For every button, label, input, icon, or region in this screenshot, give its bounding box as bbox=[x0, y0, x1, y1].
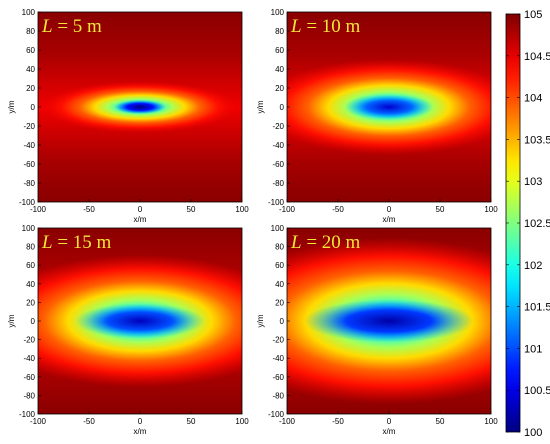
x-tick-label: 50 bbox=[436, 417, 445, 426]
y-tick-label: -20 bbox=[23, 122, 35, 131]
colorbar-tick-label: 101 bbox=[524, 343, 542, 355]
x-tick-label: 100 bbox=[235, 205, 249, 214]
y-tick-label: 20 bbox=[275, 298, 284, 307]
y-tick-label: 80 bbox=[26, 243, 35, 252]
colorbar-tick-label: 100.5 bbox=[524, 385, 550, 397]
colorbar-tick-label: 105 bbox=[524, 9, 542, 21]
y-axis-label: y/m bbox=[7, 100, 16, 113]
y-tick-label: 80 bbox=[275, 27, 284, 36]
x-tick-label: -50 bbox=[332, 205, 344, 214]
y-tick-label: -40 bbox=[272, 354, 284, 363]
colorbar-tick-label: 102 bbox=[524, 260, 542, 272]
x-tick-label: 50 bbox=[187, 417, 196, 426]
y-tick-label: -20 bbox=[23, 336, 35, 345]
y-tick-label: 60 bbox=[26, 46, 35, 55]
y-axis-label: y/m bbox=[256, 314, 265, 327]
y-tick-label: -100 bbox=[268, 198, 285, 207]
y-tick-label: 100 bbox=[271, 8, 285, 17]
x-tick-label: -100 bbox=[279, 417, 296, 426]
x-tick-label: 100 bbox=[484, 205, 498, 214]
y-tick-label: 0 bbox=[280, 103, 285, 112]
y-tick-label: -60 bbox=[23, 160, 35, 169]
x-tick-label: 50 bbox=[436, 205, 445, 214]
y-tick-label: 60 bbox=[275, 261, 284, 270]
y-tick-label: 20 bbox=[26, 298, 35, 307]
y-tick-label: 40 bbox=[26, 280, 35, 289]
y-tick-label: 80 bbox=[26, 27, 35, 36]
panel-4: -100 -50 0 50 100 100 80 60 40 20 0 -20 -40 -60 -80 -10… bbox=[256, 224, 498, 436]
x-tick-label: 0 bbox=[138, 417, 143, 426]
y-tick-label: 0 bbox=[280, 317, 285, 326]
panel-title: L = 5 m bbox=[41, 16, 102, 37]
heatmap-core bbox=[344, 94, 434, 120]
y-tick-label: -20 bbox=[272, 336, 284, 345]
x-tick-label: -50 bbox=[83, 205, 95, 214]
colorbar-tick-label: 101.5 bbox=[524, 302, 550, 314]
y-tick-label: -100 bbox=[19, 410, 36, 419]
panel-1: -100 -50 0 50 100 100 80 60 40 20 0 -20 -40 -60 -80 -10… bbox=[7, 8, 249, 224]
panel-2: -100 -50 0 50 100 100 80 60 40 20 0 -20 -40 -60 -80 -10… bbox=[256, 8, 498, 224]
y-tick-label: -100 bbox=[268, 410, 285, 419]
y-tick-label: -80 bbox=[23, 391, 35, 400]
colorbar: 105 104.5 104 103.5 103 102.5 102 101.5 101 100.5… bbox=[505, 9, 550, 439]
y-tick-label: 60 bbox=[275, 46, 284, 55]
y-tick-label: 60 bbox=[26, 261, 35, 270]
x-axis-label: x/m bbox=[134, 427, 147, 436]
y-tick-label: -100 bbox=[19, 198, 36, 207]
y-tick-label: 0 bbox=[31, 317, 36, 326]
colorbar-tick-label: 104.5 bbox=[524, 51, 550, 63]
x-tick-label: 0 bbox=[387, 205, 392, 214]
colorbar-tick-label: 100 bbox=[524, 427, 542, 439]
y-tick-label: -60 bbox=[272, 160, 284, 169]
y-tick-label: 20 bbox=[275, 84, 284, 93]
y-tick-label: 40 bbox=[275, 280, 284, 289]
panel-title: L = 10 m bbox=[290, 16, 361, 37]
x-axis-label: x/m bbox=[383, 427, 396, 436]
y-tick-label: -80 bbox=[23, 179, 35, 188]
y-tick-label: 100 bbox=[22, 8, 36, 17]
x-tick-label: -50 bbox=[83, 417, 95, 426]
x-tick-label: -100 bbox=[279, 205, 296, 214]
y-tick-label: -60 bbox=[272, 373, 284, 382]
x-axis-label: x/m bbox=[134, 215, 147, 224]
colorbar-tick-label: 103 bbox=[524, 176, 542, 188]
y-tick-label: -40 bbox=[272, 141, 284, 150]
x-tick-label: -50 bbox=[332, 417, 344, 426]
y-tick-label: -40 bbox=[23, 354, 35, 363]
y-tick-label: 40 bbox=[275, 65, 284, 74]
y-tick-label: 40 bbox=[26, 65, 35, 74]
x-tick-label: -100 bbox=[30, 417, 47, 426]
y-axis-label: y/m bbox=[7, 314, 16, 327]
panel-title: L = 20 m bbox=[290, 232, 361, 253]
panel-title: L = 15 m bbox=[41, 232, 112, 253]
y-tick-label: 0 bbox=[31, 103, 36, 112]
heatmap-core bbox=[114, 100, 166, 114]
y-tick-label: -20 bbox=[272, 122, 284, 131]
y-tick-label: 100 bbox=[271, 224, 285, 233]
y-tick-label: -40 bbox=[23, 141, 35, 150]
y-tick-label: 100 bbox=[22, 224, 36, 233]
heatmap-core bbox=[304, 299, 474, 343]
colorbar-tick-label: 104 bbox=[524, 93, 542, 105]
colorbar-tick-label: 102.5 bbox=[524, 218, 550, 230]
x-tick-label: 0 bbox=[387, 417, 392, 426]
x-tick-label: -100 bbox=[30, 205, 47, 214]
x-tick-label: 0 bbox=[138, 205, 143, 214]
x-axis-label: x/m bbox=[383, 215, 396, 224]
y-tick-label: -60 bbox=[23, 373, 35, 382]
y-tick-label: -80 bbox=[272, 179, 284, 188]
x-tick-label: 50 bbox=[187, 205, 196, 214]
colorbar-tick-label: 103.5 bbox=[524, 134, 550, 146]
x-tick-label: 100 bbox=[484, 417, 498, 426]
heatmap-core bbox=[75, 303, 205, 339]
y-tick-label: -80 bbox=[272, 391, 284, 400]
panel-3: -100 -50 0 50 100 100 80 60 40 20 0 -20 -40 -60 -80 -10… bbox=[7, 224, 249, 436]
y-axis-label: y/m bbox=[256, 100, 265, 113]
y-tick-label: 80 bbox=[275, 243, 284, 252]
x-tick-label: 100 bbox=[235, 417, 249, 426]
y-tick-label: 20 bbox=[26, 84, 35, 93]
